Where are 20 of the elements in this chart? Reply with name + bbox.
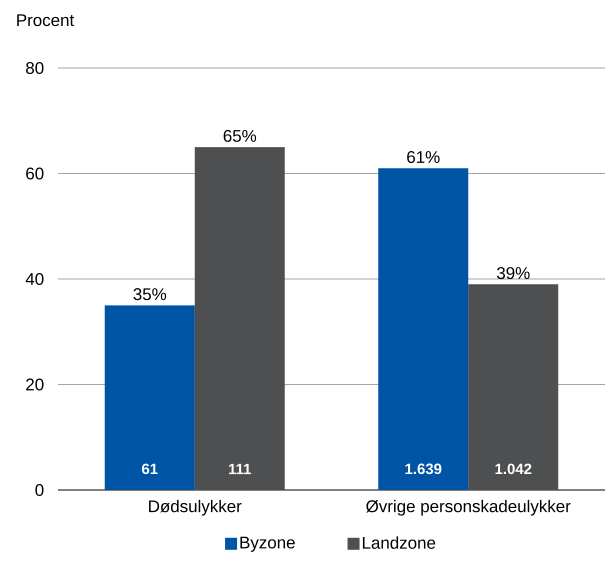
x-tick-label: Dødsulykker bbox=[149, 500, 242, 516]
annotation: 111 bbox=[229, 464, 251, 474]
data-label: 39% bbox=[496, 267, 530, 280]
y-tick-label: 0 bbox=[35, 484, 44, 496]
x-tick-label: Øvrige personskadeulykker bbox=[366, 500, 571, 516]
annotation: 1.639 bbox=[405, 464, 442, 474]
legend-label: Byzone bbox=[240, 536, 295, 552]
y-axis-title: Procent bbox=[17, 14, 74, 26]
data-label: 35% bbox=[133, 288, 166, 300]
y-tick-label: 40 bbox=[26, 273, 44, 286]
legend-label: Landzone bbox=[362, 536, 436, 549]
annotation: 1.042 bbox=[495, 464, 532, 474]
data-label: 65% bbox=[224, 130, 256, 142]
bar bbox=[378, 168, 468, 490]
data-label: 61% bbox=[407, 151, 440, 164]
y-tick-label: 60 bbox=[26, 168, 44, 180]
bar bbox=[104, 305, 195, 490]
y-tick-label: 20 bbox=[26, 378, 44, 391]
y-tick-label: 80 bbox=[26, 62, 44, 74]
annotation: 61 bbox=[142, 464, 158, 474]
